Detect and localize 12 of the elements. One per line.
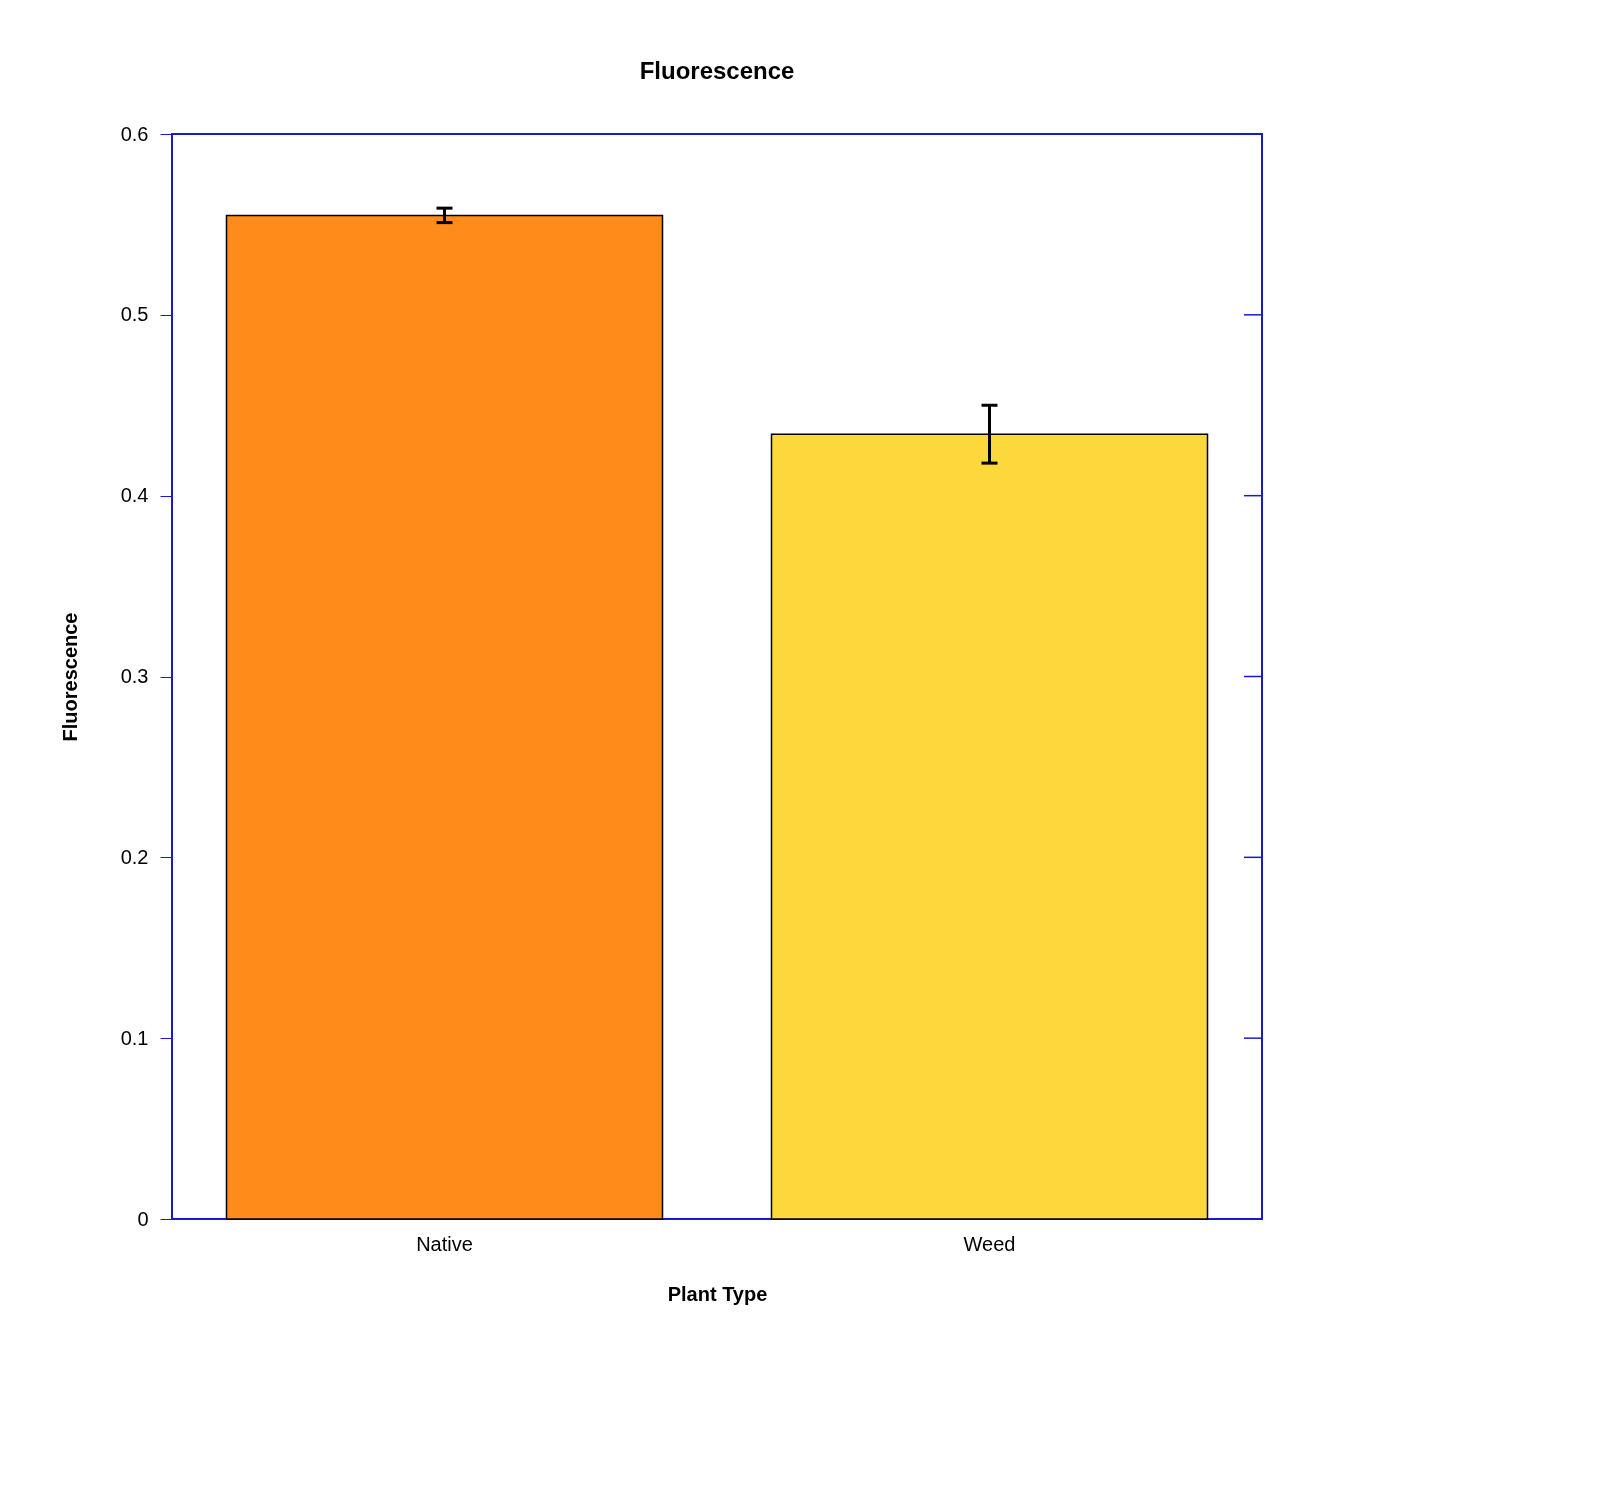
chart-title: Fluorescence bbox=[639, 57, 795, 84]
x-tick-label: Native bbox=[416, 1232, 473, 1255]
y-tick-label: 0 bbox=[137, 1207, 149, 1230]
x-tick-label: Weed bbox=[963, 1232, 1016, 1255]
y-tick-label: 0.6 bbox=[120, 122, 149, 145]
y-tick-label: 0.3 bbox=[120, 665, 149, 687]
y-axis-title: Fluorescence bbox=[58, 612, 81, 742]
x-axis-title: Plant Type bbox=[667, 1282, 768, 1305]
y-tick-label: 0.1 bbox=[120, 1026, 149, 1049]
y-tick-label: 0.2 bbox=[120, 845, 149, 868]
y-tick-label: 0.5 bbox=[120, 303, 149, 326]
y-tick-label: 0.4 bbox=[120, 484, 149, 507]
